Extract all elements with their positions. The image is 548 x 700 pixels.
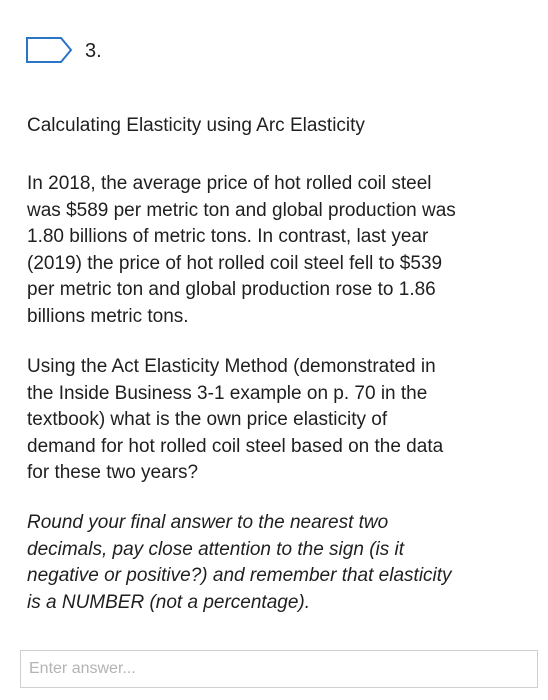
paragraph-line: was $589 per metric ton and global produ…: [27, 199, 456, 221]
paragraph-line: is a NUMBER (not a percentage).: [27, 591, 311, 613]
paragraph-line: Using the Act Elasticity Method (demonst…: [27, 356, 436, 377]
paragraph-line: textbook) what is the own price elastici…: [27, 409, 388, 431]
paragraph-line: (2019) the price of hot rolled coil stee…: [27, 252, 443, 274]
paragraph-line: the Inside Business 3-1 example on p. 70…: [27, 382, 428, 404]
answer-placeholder: Enter answer...: [29, 660, 136, 677]
paragraph-line: 1.80 billions of metric tons. In contras…: [27, 226, 429, 248]
paragraph-line: In 2018, the average price of hot rolled…: [27, 173, 432, 194]
paragraph-line: Round your final answer to the nearest t…: [27, 512, 389, 533]
paragraph-line: demand for hot rolled coil steel based o…: [27, 435, 444, 457]
question-number: 3.: [85, 40, 102, 62]
paragraph-line: for these two years?: [27, 462, 199, 484]
flag-icon[interactable]: [25, 36, 75, 66]
paragraph-line: decimals, pay close attention to the sig…: [27, 538, 405, 560]
flag-outline: [26, 37, 73, 63]
answer-input[interactable]: Enter answer...: [20, 650, 538, 688]
paragraph-line: negative or positive?) and remember that…: [27, 565, 452, 587]
question-heading: Calculating Elasticity using Arc Elastic…: [27, 115, 365, 136]
paragraph-line: per metric ton and global production ros…: [27, 279, 436, 301]
paragraph-line: billions metric tons.: [27, 306, 189, 327]
